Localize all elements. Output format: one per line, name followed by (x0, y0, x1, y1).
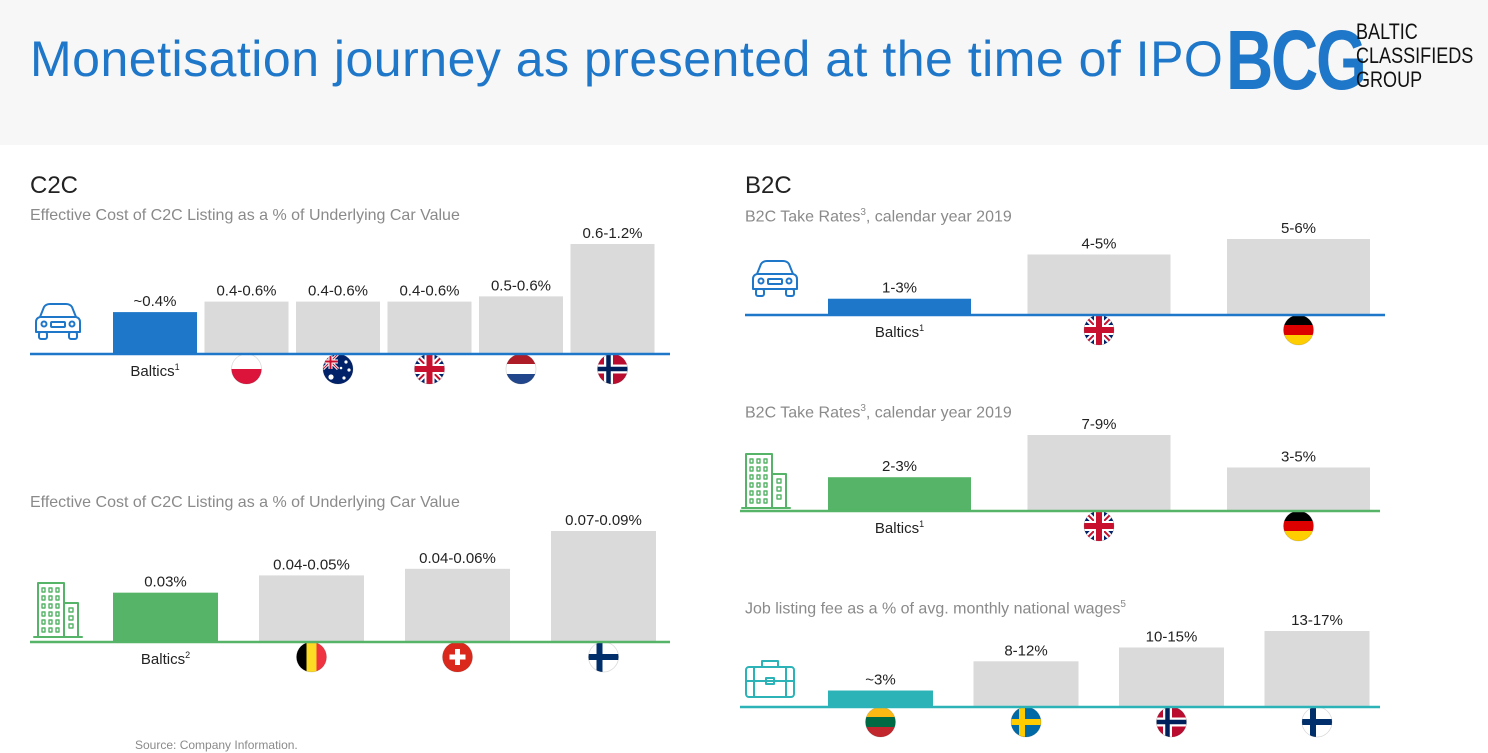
data-label: 0.04-0.05% (273, 556, 350, 573)
sweden-flag-icon (1010, 706, 1042, 738)
bar-baltics (828, 477, 971, 511)
category-label: Baltics1 (875, 323, 924, 341)
chart-2-subtitle: Effective Cost of C2C Listing as a % of … (30, 494, 460, 511)
data-label: 0.07-0.09% (565, 512, 642, 529)
bar-poland (204, 301, 289, 354)
bar-australia (296, 301, 380, 354)
lithuania-flag-icon (865, 706, 896, 738)
uk-flag-icon (1083, 314, 1115, 346)
bar-united-kingdom (1027, 254, 1171, 315)
australia-flag-icon (322, 353, 354, 385)
bar-baltics (828, 298, 971, 315)
chart-5-subtitle: Job listing fee as a % of avg. monthly n… (745, 599, 1126, 618)
data-label: 7-9% (1081, 416, 1116, 433)
car-icon (752, 260, 798, 297)
chart-5-subtitle-text: Job listing fee as a % of avg. monthly n… (745, 600, 1121, 618)
building-icon (741, 453, 791, 509)
bar-germany (1227, 467, 1370, 511)
switzerland-flag-icon (442, 641, 473, 673)
bar-united-kingdom (1027, 435, 1171, 511)
chart-1-subtitle: Effective Cost of C2C Listing as a % of … (30, 207, 460, 224)
footnote-mark: 1 (919, 323, 924, 333)
logo-line-3: GROUP (1356, 67, 1423, 92)
data-label: ~0.4% (134, 293, 177, 310)
data-label: 1-3% (882, 280, 917, 297)
uk-flag-icon (1083, 510, 1115, 542)
logo-line-1: BALTIC (1356, 19, 1418, 44)
poland-flag-icon (231, 353, 262, 385)
uk-flag-icon (414, 353, 445, 385)
logo-mark: BCG (1226, 13, 1367, 107)
bar-sweden (973, 661, 1079, 707)
logo-line-2: CLASSIFIEDS (1356, 43, 1474, 68)
data-label: 0.04-0.06% (419, 550, 496, 567)
bar-baltics (113, 312, 197, 354)
finland-flag-icon (1301, 706, 1333, 738)
finland-flag-icon (588, 641, 619, 673)
footnote-mark: 1 (175, 362, 180, 372)
data-label: 3-5% (1281, 448, 1316, 465)
chart-1: ~0.4% Baltics1 0.4-0.6% 0.4-0.6% 0.4-0.6% 0.5… (30, 225, 670, 385)
chart-4: 2-3% Baltics1 7-9% 3-5% (740, 416, 1380, 542)
car-icon (35, 303, 81, 340)
chart-4-subtitle-text: B2C Take Rates (745, 404, 861, 422)
page-title: Monetisation journey as presented at the… (30, 31, 1224, 87)
b2c-heading: B2C (745, 172, 792, 199)
netherlands-flag-icon (505, 353, 537, 385)
data-label: 0.4-0.6% (216, 283, 276, 300)
c2c-heading: C2C (30, 172, 79, 199)
norway-flag-icon (597, 353, 628, 385)
data-label: ~3% (865, 672, 895, 689)
data-label: 2-3% (882, 458, 917, 475)
chart-3-subtitle: B2C Take Rates3, calendar year 2019 (745, 207, 1012, 226)
chart-2: 0.03% Baltics2 0.04-0.05% 0.04-0.06% 0.07-0.… (30, 512, 670, 673)
data-label: 10-15% (1146, 628, 1198, 645)
data-label: 0.6-1.2% (582, 225, 642, 242)
chart-4-footnote: 3 (860, 403, 866, 414)
bar-united-kingdom (387, 301, 472, 354)
bar-norway (570, 244, 655, 354)
bcg-logo: BCG BALTIC CLASSIFIEDS GROUP (1226, 13, 1473, 108)
category-label: Baltics1 (875, 519, 924, 537)
chart-3: 1-3% Baltics1 4-5% 5-6% (745, 220, 1385, 346)
footnote-mark: 2 (185, 650, 190, 660)
bar-finland (1264, 631, 1370, 707)
data-label: 0.5-0.6% (491, 277, 551, 294)
building-icon (33, 582, 83, 638)
germany-flag-icon (1283, 510, 1314, 542)
bar-netherlands (479, 296, 563, 354)
chart-4-subtitle-rest: , calendar year 2019 (865, 404, 1012, 422)
category-label: Baltics2 (141, 650, 190, 668)
data-label: 8-12% (1004, 642, 1047, 659)
footnote-mark: 1 (919, 519, 924, 529)
chart-3-subtitle-rest: , calendar year 2019 (865, 208, 1012, 226)
data-label: 0.4-0.6% (308, 283, 368, 300)
data-label: 4-5% (1081, 236, 1116, 253)
bar-baltics (113, 592, 218, 642)
chart-5: ~3% 8-12% 10-15% 13-17% (740, 612, 1380, 738)
bar-lithuania (828, 690, 933, 707)
chart-3-footnote: 3 (860, 207, 866, 218)
bar-belgium (259, 575, 364, 642)
bar-finland (551, 531, 656, 642)
bar-norway (1119, 647, 1224, 707)
source-note: Source: Company Information. (135, 738, 298, 752)
data-label: 0.4-0.6% (399, 283, 459, 300)
bar-germany (1227, 239, 1370, 315)
briefcase-icon (745, 660, 795, 698)
chart-5-footnote: 5 (1120, 599, 1126, 610)
category-label: Baltics1 (130, 362, 179, 380)
chart-4-subtitle: B2C Take Rates3, calendar year 2019 (745, 403, 1012, 422)
chart-3-subtitle-text: B2C Take Rates (745, 208, 861, 226)
header-band (0, 0, 1488, 145)
data-label: 13-17% (1291, 612, 1343, 629)
germany-flag-icon (1283, 314, 1314, 346)
data-label: 5-6% (1281, 220, 1316, 237)
logo-wordmark: BALTIC CLASSIFIEDS GROUP (1356, 20, 1488, 92)
belgium-flag-icon (296, 641, 327, 673)
bar-switzerland (405, 568, 510, 642)
data-label: 0.03% (144, 574, 187, 591)
norway-flag-icon (1156, 706, 1187, 738)
